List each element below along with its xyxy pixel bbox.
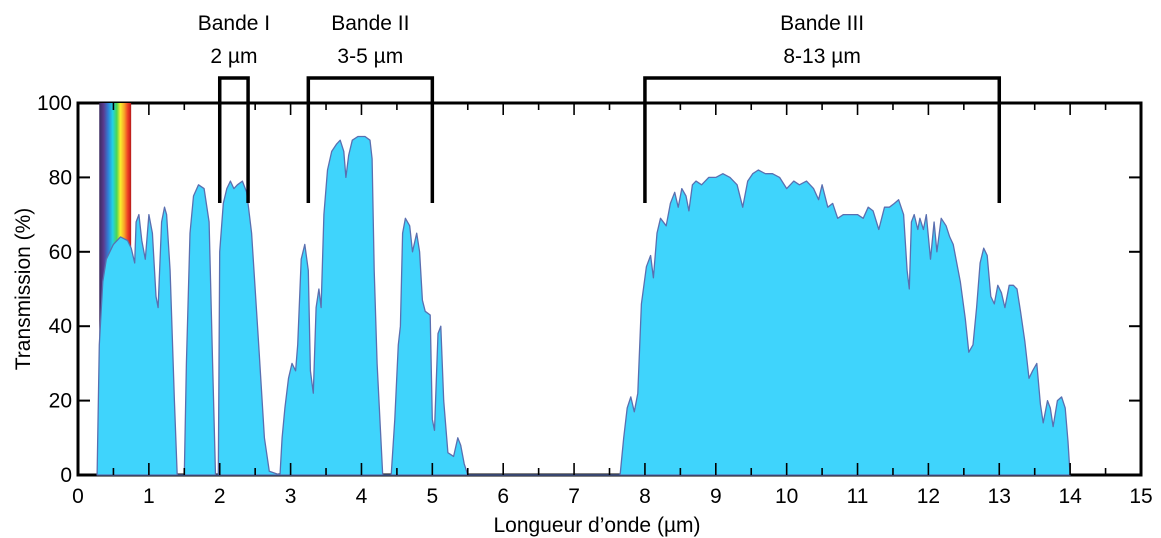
- x-axis-title: Longueur d’onde (µm): [493, 514, 700, 537]
- band-name: Bande III: [780, 12, 864, 35]
- y-tick-label: 0: [60, 464, 72, 487]
- y-tick-label: 80: [49, 166, 72, 189]
- x-tick-label: 3: [285, 485, 297, 508]
- x-tick-label: 4: [356, 485, 368, 508]
- x-tick-label: 8: [639, 485, 651, 508]
- x-tick-label: 1: [143, 485, 155, 508]
- y-tick-label: 40: [49, 315, 72, 338]
- band-bracket: [643, 76, 1002, 203]
- transmission-area: [96, 135, 1071, 476]
- band-brackets: Bande I 2 µm Bande II 3-5 µm Bande III 8-13 µ…: [198, 12, 1002, 203]
- band-range: 3-5 µm: [337, 45, 403, 68]
- x-tick-label: 7: [568, 485, 580, 508]
- x-tick-label: 0: [72, 485, 84, 508]
- band-range: 2 µm: [210, 45, 257, 68]
- y-axis-title: Transmission (%): [12, 208, 35, 371]
- band-name: Bande II: [331, 12, 409, 35]
- x-tick-label: 10: [775, 485, 798, 508]
- y-axis-ticks: 0 20 40 60 80 100: [37, 92, 1141, 487]
- y-tick-label: 20: [49, 390, 72, 413]
- y-tick-label: 60: [49, 241, 72, 264]
- y-tick-label: 100: [37, 92, 72, 115]
- band-range: 8-13 µm: [783, 45, 860, 68]
- band-bracket: [217, 76, 250, 203]
- x-tick-label: 12: [917, 485, 940, 508]
- band-bracket: [306, 76, 435, 203]
- x-tick-label: 2: [214, 485, 226, 508]
- x-tick-label: 11: [847, 485, 869, 508]
- x-tick-label: 6: [497, 485, 509, 508]
- x-tick-label: 13: [988, 485, 1011, 508]
- x-tick-label: 15: [1129, 485, 1152, 508]
- band-name: Bande I: [198, 12, 270, 35]
- x-tick-label: 9: [710, 485, 722, 508]
- x-tick-label: 5: [426, 485, 438, 508]
- x-tick-label: 14: [1058, 485, 1082, 508]
- x-axis-ticks: 0 1 2 3 4 5 6 7 8 9 10 11 12 13 14 15: [72, 103, 1153, 508]
